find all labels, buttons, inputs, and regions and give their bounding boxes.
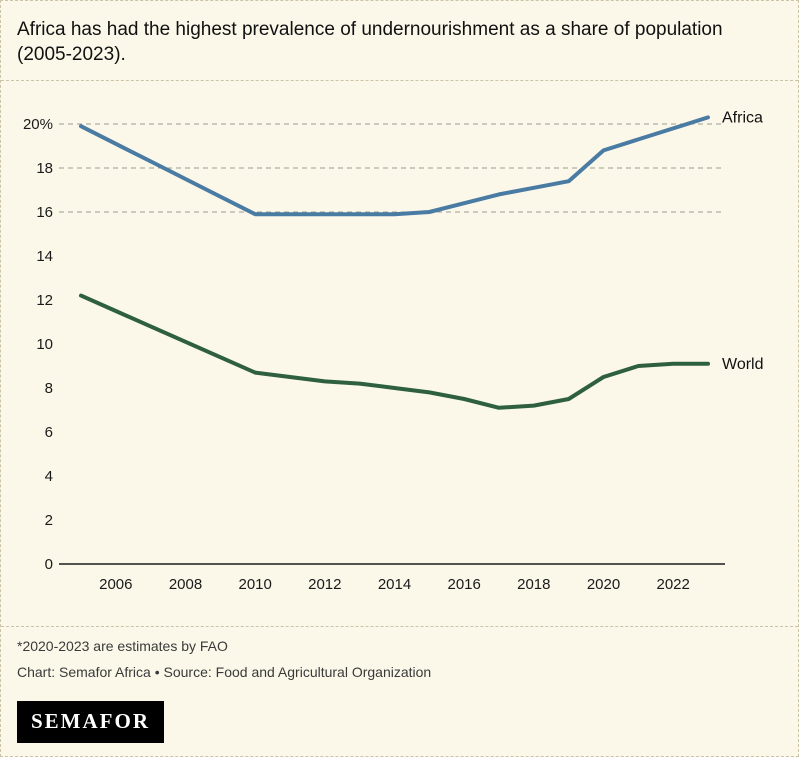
series-label-world: World [722, 356, 764, 373]
y-tick-label-6: 6 [45, 424, 53, 441]
footer-separator [1, 625, 798, 627]
y-tick-label-12: 12 [36, 292, 53, 309]
y-tick-label-10: 10 [36, 336, 53, 353]
chart-line-world [79, 293, 710, 410]
title-separator [1, 79, 798, 81]
y-tick-label-16: 16 [36, 204, 53, 221]
x-tick-label-2008: 2008 [169, 576, 202, 593]
x-tick-label-2014: 2014 [378, 576, 411, 593]
x-tick-label-2006: 2006 [99, 576, 132, 593]
semafor-logo: SEMAFOR [17, 700, 164, 743]
x-tick-label-2010: 2010 [239, 576, 272, 593]
y-tick-label-0: 0 [45, 556, 53, 573]
line-chart: 0 2 4 6 8 10 12 14 16 18 20% 2006 2008 2010 2012 2014 20… [23, 109, 764, 593]
x-tick-label-2020: 2020 [587, 576, 620, 593]
x-tick-label-2012: 2012 [308, 576, 341, 593]
x-tick-label-2016: 2016 [448, 576, 481, 593]
series-label-africa: Africa [722, 109, 763, 126]
chart-area: 0 2 4 6 8 10 12 14 16 18 20% 2006 2008 2010 2012 2014 20… [1, 81, 798, 626]
y-tick-label-18: 18 [36, 160, 53, 177]
y-tick-label-20: 20% [23, 116, 53, 133]
x-tick-label-2022: 2022 [657, 576, 690, 593]
source-credit: Chart: Semafor Africa • Source: Food and… [17, 663, 432, 680]
y-tick-label-8: 8 [45, 380, 53, 397]
y-tick-label-4: 4 [45, 468, 53, 485]
chart-title: Africa has had the highest prevalence of… [17, 19, 723, 66]
chart-line-africa [79, 115, 710, 217]
footer: *2020-2023 are estimates by FAO Chart: S… [1, 627, 798, 680]
y-tick-label-2: 2 [45, 512, 53, 529]
y-tick-label-14: 14 [36, 248, 53, 265]
footnote: *2020-2023 are estimates by FAO [17, 637, 228, 654]
x-tick-label-2018: 2018 [517, 576, 550, 593]
